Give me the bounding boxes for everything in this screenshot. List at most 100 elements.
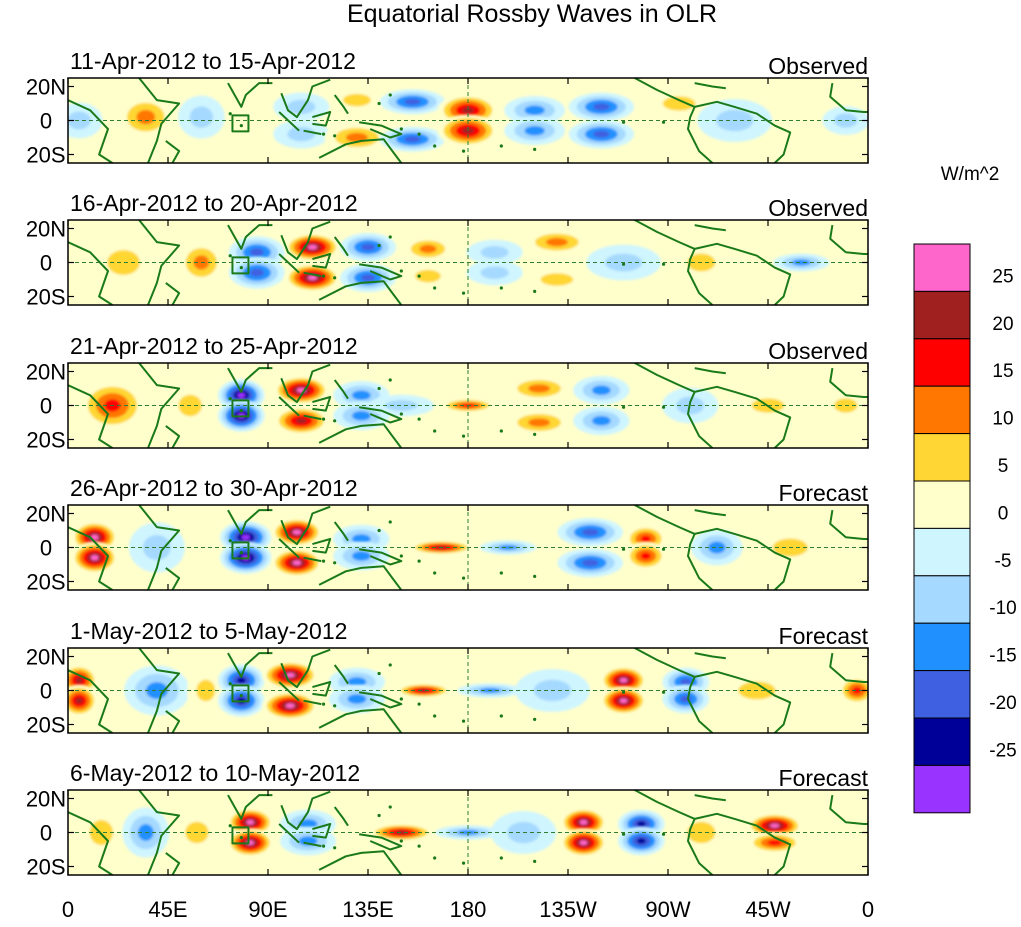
coastline (694, 794, 726, 802)
island (228, 682, 232, 686)
island (228, 539, 232, 543)
anomaly-contour (68, 111, 91, 130)
coastline (318, 138, 403, 163)
island (388, 520, 392, 524)
island (333, 561, 337, 565)
island (533, 432, 537, 436)
anomaly-contour (237, 392, 246, 398)
coastline (278, 681, 300, 702)
coastline (303, 129, 322, 136)
island (388, 93, 392, 97)
coastline (694, 224, 726, 232)
x-tick-label: 0 (62, 897, 74, 922)
anomaly-contour (593, 130, 610, 138)
coastline (280, 220, 331, 261)
island (333, 846, 337, 850)
coastline (694, 82, 726, 90)
colorbar-label: -10 (989, 598, 1016, 619)
anomaly-contour (679, 678, 692, 686)
coastline (312, 396, 332, 412)
colorbar-bin (913, 290, 971, 340)
panel-6: 20N 0 20S 6-May-2012 to 10-May-2012 Forecast (26, 760, 869, 880)
anomaly-contour (592, 416, 611, 426)
anomaly-contour (236, 677, 246, 684)
colorbar: 25 20 15 10 5 0 -5 -10 -15 -20 -25 (913, 243, 1017, 814)
coastline (280, 648, 331, 689)
y-tick-label: 0 (40, 251, 52, 276)
anomaly-blob (746, 831, 803, 854)
island (239, 694, 243, 698)
island (499, 144, 503, 148)
coastline (694, 385, 792, 448)
colorbar-label: 20 (992, 314, 1013, 335)
anomaly-blob (691, 529, 743, 566)
anomaly-contour (90, 555, 99, 561)
island (399, 554, 403, 558)
y-tick-label: 0 (40, 679, 52, 704)
anomaly-contour (241, 534, 251, 540)
island (621, 262, 626, 266)
anomaly-contour (582, 559, 599, 567)
island (417, 274, 421, 278)
anomaly-blob (646, 89, 712, 118)
coastline (303, 414, 322, 421)
y-tick-label: 0 (40, 394, 52, 419)
anomaly-blob (402, 263, 454, 289)
coastline (303, 556, 322, 563)
panel-date-range: 21-Apr-2012 to 25-Apr-2012 (70, 333, 358, 359)
coastline (278, 538, 300, 559)
anomaly-contour (480, 266, 509, 279)
anomaly-contour (189, 106, 213, 128)
x-tick-label: 90W (645, 897, 690, 922)
island (239, 551, 243, 555)
island (377, 101, 381, 106)
anomaly-field (71, 517, 826, 578)
island (321, 844, 326, 848)
anomaly-contour (770, 823, 780, 828)
y-tick-label: 20S (26, 143, 65, 168)
anomaly-blob (466, 260, 523, 286)
panel-kind-label: Observed (768, 195, 868, 221)
coastline (227, 652, 273, 678)
anomaly-contour (298, 819, 318, 829)
coastline (278, 111, 300, 132)
island (377, 671, 381, 676)
anomaly-contour (404, 98, 421, 105)
anomaly-contour (287, 126, 316, 142)
reference-box (231, 114, 250, 133)
anomaly-blob (273, 92, 330, 122)
coastline (829, 367, 868, 398)
anomaly-contour (640, 552, 652, 560)
anomaly-contour (136, 109, 156, 125)
anomaly-contour (592, 385, 611, 395)
anomaly-contour (394, 830, 408, 835)
coastline (694, 812, 792, 875)
island (377, 813, 381, 818)
coastline (333, 94, 349, 115)
coastline (829, 652, 868, 683)
anomaly-blob (557, 517, 623, 547)
island (433, 429, 437, 433)
anomaly-contour (582, 528, 599, 536)
island (417, 417, 421, 421)
island (461, 149, 466, 153)
coastline (634, 220, 714, 305)
colorbar-bin (913, 385, 971, 435)
colorbar-label: 15 (992, 361, 1013, 382)
coastline (634, 648, 714, 733)
anomaly-blob (504, 96, 565, 125)
anomaly-blob (273, 406, 330, 436)
anomaly-contour (307, 244, 318, 250)
anomaly-contour (285, 703, 295, 709)
island (417, 702, 421, 706)
coastline (333, 806, 349, 827)
coastline (165, 710, 181, 733)
y-tick-label: 20S (26, 428, 65, 453)
y-tick-label: 20N (26, 645, 66, 670)
colorbar-bin (913, 243, 971, 292)
coastlines (68, 790, 868, 875)
colorbar-bin (913, 670, 971, 719)
panel-2: 20N 0 20S 16-Apr-2012 to 20-Apr-2012 Observe… (26, 190, 869, 310)
anomaly-blob (402, 236, 454, 262)
